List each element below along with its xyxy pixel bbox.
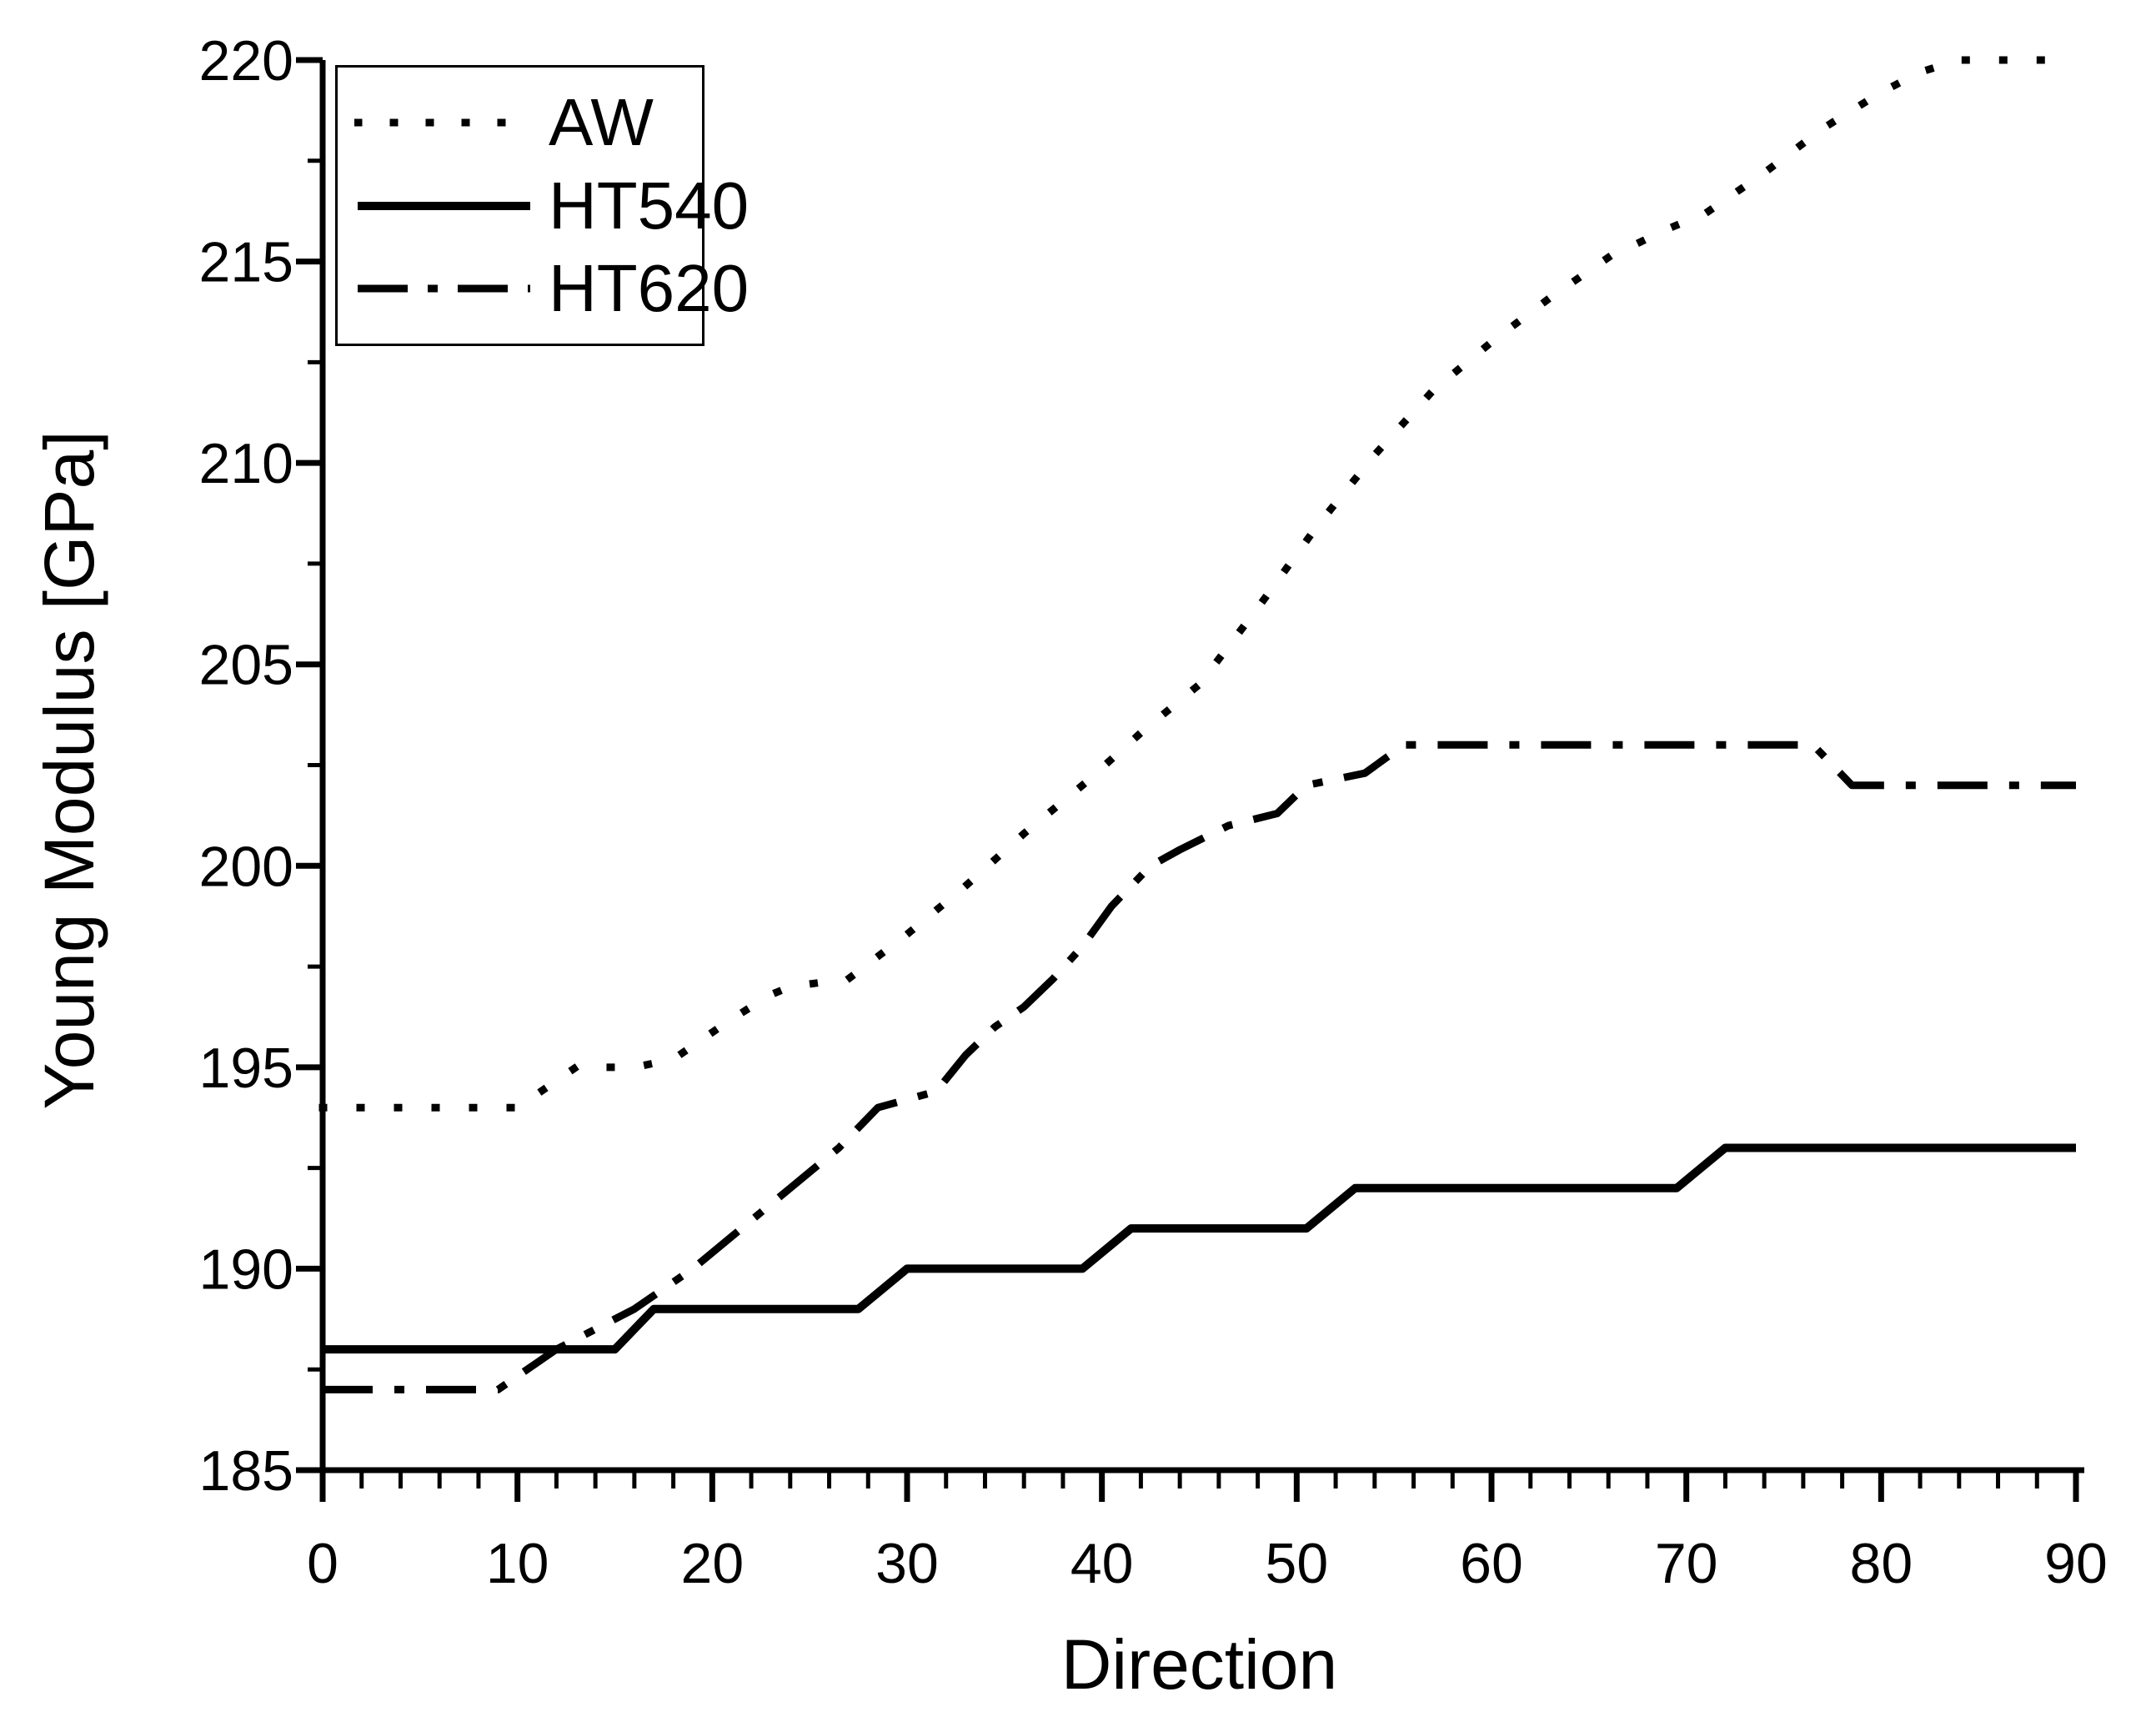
svg-text:200: 200: [199, 835, 293, 898]
x-axis-title: Direction: [1060, 1625, 1338, 1704]
svg-text:50: 50: [1266, 1532, 1329, 1595]
svg-text:60: 60: [1460, 1532, 1523, 1595]
svg-text:0: 0: [307, 1532, 338, 1595]
legend-entry-aw: AW: [338, 84, 702, 159]
y-tick-labels: 185 190 195 200 205 210 215 220: [199, 29, 293, 1503]
svg-text:30: 30: [875, 1532, 939, 1595]
svg-text:215: 215: [199, 231, 293, 294]
y-axis-title: Young Modulus [GPa]: [30, 430, 108, 1110]
svg-text:90: 90: [2044, 1532, 2108, 1595]
x-tick-labels: 0 10 20 30 40 50 60 70 80 90: [307, 1532, 2108, 1595]
svg-text:40: 40: [1070, 1532, 1134, 1595]
svg-text:210: 210: [199, 432, 293, 495]
svg-text:80: 80: [1850, 1532, 1913, 1595]
legend-label-ht620: HT620: [549, 251, 750, 326]
svg-text:185: 185: [199, 1439, 293, 1503]
svg-text:205: 205: [199, 634, 293, 697]
svg-text:190: 190: [199, 1238, 293, 1301]
legend-entry-ht620: HT620: [338, 255, 749, 322]
legend-line-dotted: [354, 118, 534, 127]
legend-line-solid: [358, 201, 530, 210]
legend-entry-ht540: HT540: [338, 172, 749, 239]
legend-box: AW HT540 HT620: [335, 65, 749, 346]
series-line-ht540: [323, 1143, 2076, 1354]
svg-text:70: 70: [1655, 1532, 1718, 1595]
svg-text:195: 195: [199, 1037, 293, 1100]
legend-line-dashdot: [358, 284, 530, 293]
ticks: [296, 57, 2079, 1502]
svg-text:220: 220: [199, 29, 293, 93]
legend-label-ht540: HT540: [549, 168, 750, 243]
svg-text:20: 20: [681, 1532, 745, 1595]
svg-text:10: 10: [486, 1532, 549, 1595]
legend-label-aw: AW: [549, 84, 654, 159]
series-line-ht620: [323, 741, 2076, 1393]
